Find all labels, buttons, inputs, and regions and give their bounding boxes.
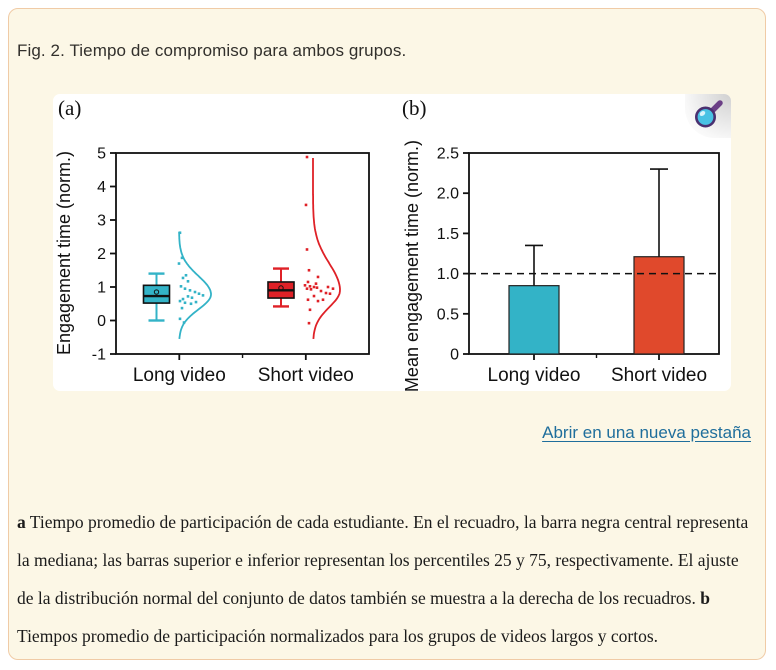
svg-text:Short video: Short video [611, 365, 707, 386]
svg-text:Long video: Long video [488, 365, 581, 386]
svg-text:2: 2 [97, 246, 106, 263]
svg-text:0: 0 [97, 313, 106, 330]
bar-long-video [508, 244, 560, 355]
svg-text:Long video: Long video [133, 365, 226, 386]
panel-a-label: (a) [58, 96, 82, 120]
svg-text:4: 4 [97, 179, 106, 196]
panel-b-label: (b) [402, 96, 427, 120]
series-short-video [267, 155, 341, 339]
svg-text:2.0: 2.0 [437, 186, 459, 203]
zoom-button[interactable] [685, 94, 731, 138]
panel-a-chart: -1 0 1 2 3 4 5 Long video Short video Engagement … [54, 146, 370, 386]
figure-image[interactable]: (a) (b) -1 0 1 2 3 4 5 Long video Short video Eng… [53, 94, 731, 391]
figure-card: Fig. 2. Tiempo de compromiso para ambos … [8, 8, 766, 660]
svg-text:3: 3 [97, 213, 106, 230]
open-new-tab-link[interactable]: Abrir en una nueva pestaña [542, 423, 751, 442]
series-long-video [142, 231, 212, 339]
svg-text:1.0: 1.0 [437, 266, 459, 283]
bar-short-video [633, 168, 685, 355]
svg-text:Mean engagement time (norm.): Mean engagement time (norm.) [402, 140, 422, 391]
svg-text:Short video: Short video [258, 365, 354, 386]
svg-text:2.5: 2.5 [437, 146, 459, 163]
svg-text:1: 1 [97, 280, 106, 297]
svg-text:0: 0 [450, 347, 459, 364]
svg-text:0.5: 0.5 [437, 306, 459, 323]
svg-text:Engagement time (norm.): Engagement time (norm.) [54, 151, 74, 355]
svg-text:-1: -1 [92, 347, 106, 364]
panel-b-chart: 0 0.5 1.0 1.5 2.0 2.5 Long video Short video Mea… [402, 140, 720, 391]
figure-caption: a Tiempo promedio de participación de ca… [17, 511, 749, 646]
svg-text:1.5: 1.5 [437, 226, 459, 243]
figure-title: Fig. 2. Tiempo de compromiso para ambos … [17, 41, 407, 60]
magnifier-icon [695, 100, 723, 128]
svg-text:5: 5 [97, 146, 106, 163]
